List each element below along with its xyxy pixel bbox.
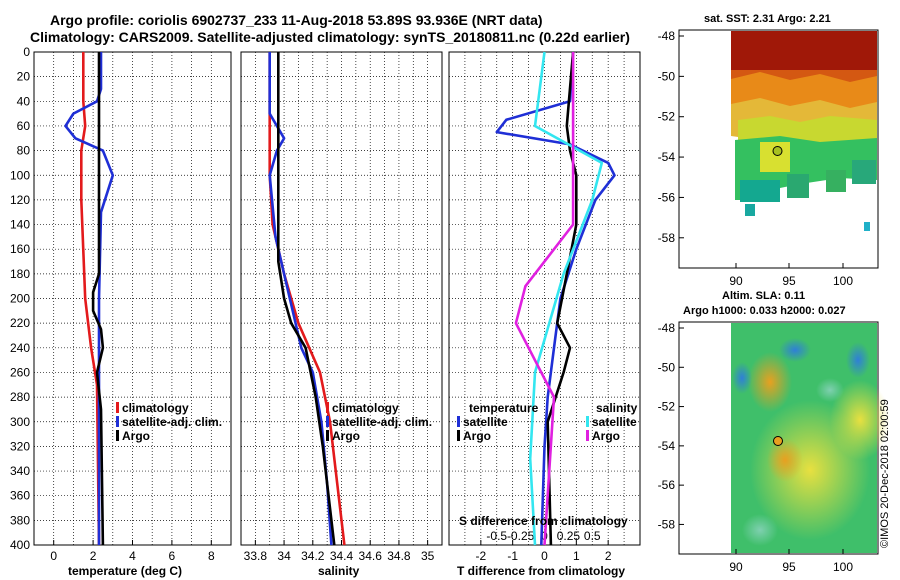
legend-swatch-t-argo [457, 430, 460, 441]
x-tick-label: 2 [605, 549, 612, 563]
diff-x2label: S difference from climatology [459, 514, 628, 528]
legend-argo: Argo [122, 429, 150, 443]
figure-title-line1: Argo profile: coriolis 6902737_233 11-Au… [50, 12, 543, 28]
x2-tick-label: -0.25 [507, 529, 535, 543]
depth-tick-label: 360 [10, 489, 30, 503]
depth-tick-label: 180 [10, 267, 30, 281]
legend-climatology: climatology [332, 401, 399, 415]
panel-salinity: 33.8 34 34.2 34.4 34.6 34.8 35 [240, 51, 443, 563]
series-line-s-satellite [528, 51, 604, 546]
x2-tick-label: -0.5 [486, 529, 507, 543]
sal-xlabel: salinity [318, 564, 360, 578]
series-line-t-argo [546, 51, 578, 546]
legend-swatch-climatology [116, 402, 119, 413]
series-line-s-argo [514, 52, 575, 546]
series-line-argo [276, 52, 336, 546]
sla-map-title-line1: Altim. SLA: 0.11 [722, 290, 806, 302]
depth-tick-label: 240 [10, 341, 30, 355]
legend-s-satellite: satellite [592, 415, 637, 429]
depth-tick-label: 100 [10, 168, 30, 182]
x-tick-label: -2 [475, 549, 486, 563]
x2-tick-label: 0.25 [557, 529, 581, 543]
depth-tick-label: 80 [17, 144, 31, 158]
depth-tick-label: 300 [10, 415, 30, 429]
depth-tick-label: 140 [10, 218, 30, 232]
depth-tick-label: 280 [10, 390, 30, 404]
diff-legend-salinity: salinity satellite Argo [586, 401, 637, 443]
legend-swatch-argo [116, 430, 119, 441]
x-tick-label: 34.8 [387, 549, 411, 563]
temp-legend: climatology satellite-adj. clim. Argo [116, 401, 222, 443]
legend-swatch-satellite [116, 416, 119, 427]
diff-xlabel: T difference from climatology [457, 564, 626, 578]
depth-tick-label: 200 [10, 292, 30, 306]
sla-map-title-line2: Argo h1000: 0.033 h2000: 0.027 [683, 305, 846, 317]
figure-title-line2: Climatology: CARS2009. Satellite-adjuste… [30, 29, 630, 45]
x-tick-label: 8 [208, 549, 215, 563]
x-tick-label: 1 [573, 549, 580, 563]
depth-axis: 0 20 40 60 80 100 120 140 160 180 200 220 240 260 280 3… [10, 45, 30, 552]
legend-satellite: satellite-adj. clim. [332, 415, 433, 429]
depth-tick-label: 120 [10, 193, 30, 207]
x-tick-label: 35 [421, 549, 435, 563]
x-tick-label: 33.8 [244, 549, 268, 563]
temp-xlabel: temperature (deg C) [68, 564, 183, 578]
panel-differences: -2 -1 0 1 2-0.5 -0.25 0 0.25 0.5 [448, 51, 641, 563]
legend-swatch-satellite [326, 416, 329, 427]
legend-satellite: satellite-adj. clim. [122, 415, 223, 429]
x-tick-label: 0 [50, 549, 57, 563]
depth-tick-label: 380 [10, 513, 30, 527]
depth-tick-label: 160 [10, 242, 30, 256]
x-tick-label: -1 [507, 549, 518, 563]
x-tick-label: 4 [129, 549, 136, 563]
x-tick-label: 2 [90, 549, 97, 563]
depth-tick-label: 400 [10, 538, 30, 552]
legend-swatch-t-satellite [457, 416, 460, 427]
depth-tick-label: 0 [23, 45, 30, 59]
series-line-satellite-adj-clim- [268, 52, 333, 546]
legend-swatch-argo [326, 430, 329, 441]
legend-climatology: climatology [122, 401, 189, 415]
legend-swatch-s-satellite [586, 416, 589, 427]
x-tick-label: 34 [277, 549, 291, 563]
legend-argo: Argo [332, 429, 360, 443]
sst-map-title: sat. SST: 2.31 Argo: 2.21 [704, 13, 831, 25]
x-tick-label: 34.4 [330, 549, 354, 563]
diff-legend-temperature: temperature satellite Argo [457, 401, 538, 443]
panel-temperature: 0 2 4 6 8 [33, 51, 232, 563]
depth-tick-label: 340 [10, 464, 30, 478]
legend-swatch-s-argo [586, 430, 589, 441]
x2-tick-label: 0.5 [584, 529, 601, 543]
legend-t-satellite: satellite [463, 415, 508, 429]
depth-tick-label: 60 [17, 119, 31, 133]
series-line-satellite-adj-clim- [64, 52, 115, 545]
depth-tick-label: 40 [17, 94, 31, 108]
legend-salinity-heading: salinity [596, 401, 638, 415]
depth-tick-label: 220 [10, 316, 30, 330]
x-tick-label: 34.6 [359, 549, 383, 563]
x-tick-label: 34.2 [301, 549, 325, 563]
legend-t-argo: Argo [463, 429, 491, 443]
legend-swatch-climatology [326, 402, 329, 413]
series-line-climatology [80, 52, 101, 546]
depth-tick-label: 20 [17, 70, 31, 84]
depth-tick-label: 320 [10, 439, 30, 453]
x-tick-label: 0 [541, 549, 548, 563]
sal-legend: climatology satellite-adj. clim. Argo [326, 401, 432, 443]
x-tick-label: 6 [169, 549, 176, 563]
depth-tick-label: 260 [10, 365, 30, 379]
legend-s-argo: Argo [592, 429, 620, 443]
legend-temperature-heading: temperature [469, 401, 539, 415]
series-line-argo [91, 52, 105, 546]
